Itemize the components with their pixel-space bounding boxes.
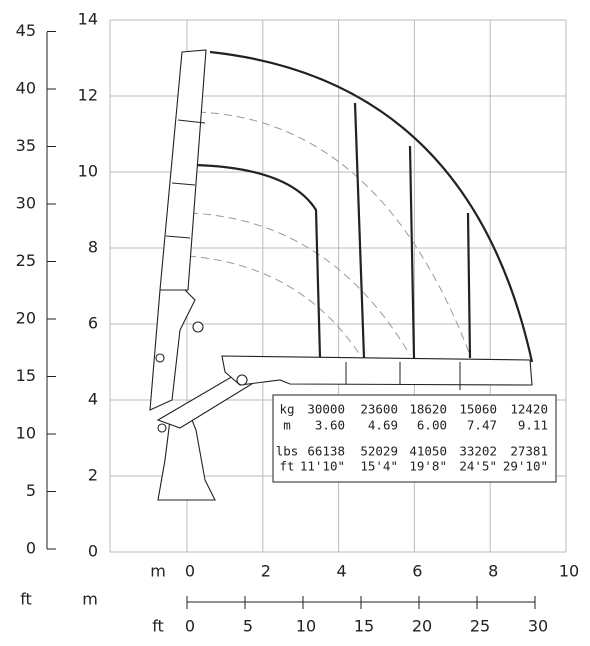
x-tick-label: 25 bbox=[470, 617, 490, 636]
corner-label: m bbox=[82, 590, 98, 609]
table-cell: 18620 bbox=[409, 402, 447, 417]
y-tick-label: 0 bbox=[88, 542, 98, 561]
x-tick-label: 10 bbox=[559, 562, 579, 581]
y-tick-label: 10 bbox=[16, 424, 36, 443]
y-tick-label: 10 bbox=[78, 162, 98, 181]
x-tick-label: 4 bbox=[337, 562, 347, 581]
outer-reach bbox=[209, 50, 534, 363]
table-cell: lbs bbox=[276, 444, 299, 459]
table-cell: 33202 bbox=[459, 444, 497, 459]
x-tick-label: 30 bbox=[528, 617, 548, 636]
crane bbox=[149, 49, 533, 501]
y-tick-label: 5 bbox=[26, 481, 36, 500]
reach-curve bbox=[187, 255, 361, 356]
table-cell: 7.47 bbox=[467, 418, 497, 433]
table-cell: 9.11 bbox=[518, 418, 548, 433]
axis-unit: ft bbox=[152, 617, 164, 636]
table-cell: 15'4" bbox=[360, 459, 398, 474]
y-tick-label: 14 bbox=[78, 10, 98, 29]
y-tick-label: 30 bbox=[16, 194, 36, 213]
table-cell: m bbox=[283, 418, 291, 433]
y-tick-label: 2 bbox=[88, 466, 98, 485]
load-table bbox=[272, 394, 557, 483]
corner-label: ft bbox=[20, 590, 32, 609]
x-tick-label: 15 bbox=[354, 617, 374, 636]
table-cell: 27381 bbox=[510, 444, 548, 459]
y-tick-label: 20 bbox=[16, 309, 36, 328]
table-cell: 4.69 bbox=[368, 418, 398, 433]
y-tick-label: 12 bbox=[78, 86, 98, 105]
table-cell: 15060 bbox=[459, 402, 497, 417]
table-cell: 30000 bbox=[307, 402, 345, 417]
axis-unit: m bbox=[150, 562, 166, 581]
y-tick-label: 45 bbox=[16, 21, 36, 40]
y-tick-label: 0 bbox=[26, 539, 36, 558]
table-text: kg 30000 23600 18620 15060 12420 m 3.60 4.69 6.00… bbox=[276, 402, 548, 474]
drop-lines bbox=[353, 102, 472, 359]
x-tick-label: 0 bbox=[185, 562, 195, 581]
inner-reach bbox=[194, 163, 322, 359]
table-cell: 12420 bbox=[510, 402, 548, 417]
table-cell: 23600 bbox=[360, 402, 398, 417]
y-tick-label: 15 bbox=[16, 366, 36, 385]
y-tick-label: 8 bbox=[88, 238, 98, 257]
table-cell: 41050 bbox=[409, 444, 447, 459]
reach-curve bbox=[189, 212, 411, 356]
table-cell: ft bbox=[279, 459, 294, 474]
y-tick-label: 4 bbox=[88, 390, 98, 409]
y-tick-label: 40 bbox=[16, 79, 36, 98]
table-cell: kg bbox=[279, 402, 294, 417]
table-cell: 29'10" bbox=[503, 459, 548, 474]
x-tick-label: 0 bbox=[185, 617, 195, 636]
table-cell: 6.00 bbox=[417, 418, 447, 433]
y-tick-label: 25 bbox=[16, 251, 36, 270]
table-cell: 19'8" bbox=[409, 459, 447, 474]
y-tick-label: 35 bbox=[16, 136, 36, 155]
table-cell: 24'5" bbox=[459, 459, 497, 474]
x-tick-label: 5 bbox=[243, 617, 253, 636]
y-tick-label: 6 bbox=[88, 314, 98, 333]
x-tick-label: 20 bbox=[412, 617, 432, 636]
x-tick-label: 6 bbox=[412, 562, 422, 581]
x-tick-label: 8 bbox=[488, 562, 498, 581]
table-cell: 3.60 bbox=[315, 418, 345, 433]
table-cell: 66138 bbox=[307, 444, 345, 459]
x-tick-label: 10 bbox=[296, 617, 316, 636]
reach-curve bbox=[197, 111, 471, 356]
x-tick-label: 2 bbox=[261, 562, 271, 581]
table-cell: 11'10" bbox=[300, 459, 345, 474]
table-cell: 52029 bbox=[360, 444, 398, 459]
